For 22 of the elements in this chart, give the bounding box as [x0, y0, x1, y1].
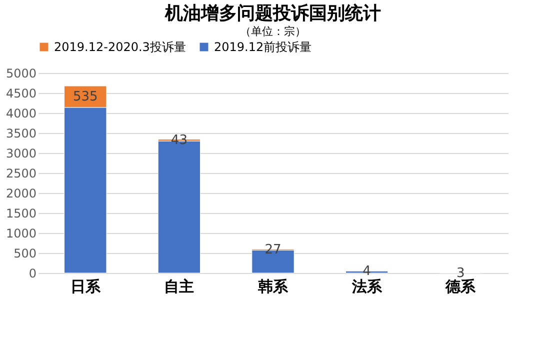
legend-label: 2019.12前投诉量 [214, 40, 312, 54]
y-tick-label: 2500 [6, 166, 36, 180]
x-tick-label: 韩系 [257, 278, 289, 296]
y-tick-label: 500 [14, 246, 36, 260]
chart-title: 机油增多问题投诉国别统计 [164, 3, 381, 24]
y-tick-label: 3000 [6, 146, 36, 160]
x-tick-label: 自主 [164, 278, 194, 296]
y-tick-label: 1000 [6, 226, 36, 240]
y-tick-label: 0 [28, 266, 36, 280]
y-tick-label: 1500 [6, 206, 36, 220]
y-tick-label: 2000 [6, 186, 36, 200]
data-label: 27 [264, 242, 282, 258]
y-tick-label: 4500 [6, 86, 36, 100]
x-tick-label: 日系 [70, 278, 102, 296]
y-tick-label: 5000 [6, 66, 36, 80]
data-label: 43 [170, 133, 188, 148]
x-tick-label: 法系 [350, 278, 383, 296]
y-tick-label: 4000 [6, 106, 36, 120]
y-tick-label: 3500 [6, 126, 36, 140]
chart-subtitle: （单位：宗） [240, 25, 306, 38]
legend-label: 2019.12-2020.3投诉量 [54, 40, 186, 54]
data-label: 535 [72, 90, 98, 105]
